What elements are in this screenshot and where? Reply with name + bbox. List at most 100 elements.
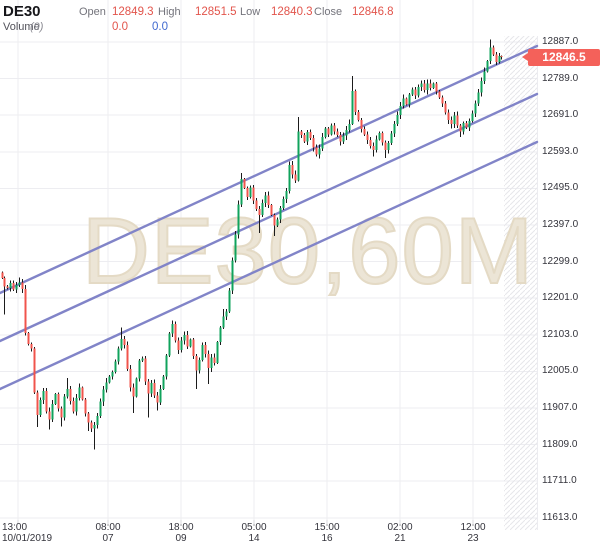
volume-value-blue: 0.0 [152,21,168,33]
candle-body [171,323,174,334]
candle-body [354,90,357,112]
candle-body [474,103,477,114]
price-axis[interactable]: 12887.0 12789.0 12691.0 12593.0 12495.0 12397… [538,0,600,530]
candle-body [228,290,231,312]
candle-body [156,395,159,403]
open-label: Open [79,6,106,18]
high-label: High [158,6,181,18]
candle-body [78,387,81,398]
price-axis-label: 12005.0 [542,365,579,377]
candle-body [492,47,495,55]
candle-body [282,199,285,209]
time-axis-date: 09 [175,533,187,544]
candle-body [168,333,171,356]
candle-body [429,83,432,88]
price-axis-label: 11907.0 [542,402,578,414]
low-label: Low [240,6,261,18]
candle-body [162,376,165,389]
candle-body [297,131,300,181]
candle-body [306,132,309,142]
candle-body [159,388,162,403]
candle-body [393,123,396,134]
trend-channel-line [0,44,539,295]
candle-body [462,123,465,132]
candle-body [27,332,30,345]
candle-body [366,134,369,141]
volume-value-red: 0.0 [112,21,128,33]
candle-body [249,187,252,198]
candle-body [252,187,255,201]
candle-body [120,338,123,349]
price-axis-label: 12593.0 [542,145,579,157]
candle-body [348,123,351,130]
candle-body [300,131,303,136]
time-axis-time: 08:00 [95,522,121,533]
candle-body [309,132,312,138]
candle-body [279,208,282,220]
candle-body [390,133,393,144]
candle-body [216,341,219,363]
price-axis-label: 11613.0 [542,511,578,523]
time-axis-label: 05:00 14 [241,522,266,544]
candle-body [411,89,414,95]
candle-body [210,357,213,369]
candle-body [342,135,345,142]
candle-body [123,338,126,345]
candle-body [138,360,141,379]
candle-body [201,344,204,360]
candle-body [60,408,63,418]
candle-body [69,388,72,401]
candle-body [498,55,501,62]
candle-body [21,282,24,289]
volume-period: (9) [30,21,44,33]
candle-body [132,387,135,397]
candles [1,39,503,450]
candle-body [24,288,27,333]
candle-body [231,260,234,291]
candle-body [330,125,333,135]
candle-body [486,61,489,72]
price-axis-label: 11809.0 [542,438,578,450]
candle-body [456,115,459,126]
candle-body [477,92,480,104]
candle-body [90,422,93,429]
candle-body [54,394,57,404]
candle-body [339,135,342,142]
candle-body [63,396,66,418]
candle-body [258,208,261,215]
price-axis-label: 12887.0 [542,36,579,47]
candle-body [204,344,207,354]
candle-body [102,389,105,402]
time-axis[interactable]: 13:00 10/01/2019 08:00 07 18:00 09 05:00 14 15:0… [0,520,600,558]
candle-body [489,47,492,62]
price-axis-label: 12397.0 [542,219,579,230]
instrument-symbol: DE30 [3,3,41,20]
candle-body [66,388,69,397]
candle-body [150,383,153,394]
volume-label: Volume [3,21,40,33]
candle-body [351,90,354,124]
candle-body [189,339,192,347]
candle-body [327,128,330,135]
candle-body [471,113,474,121]
candle-body [6,286,9,289]
low-value: 12840.3 [271,6,313,18]
close-label: Close [314,6,343,18]
candle-body [294,174,297,181]
candle-body [303,135,306,142]
time-axis-date: 23 [467,533,479,544]
candle-body [126,344,129,369]
chart-watermark: DE30,60M [81,198,535,303]
candle-body [465,123,468,128]
candle-body [444,103,447,113]
candle-body [417,87,420,96]
candle-body [399,105,402,115]
time-axis-label: 12:00 23 [460,522,485,544]
price-axis-label: 12789.0 [542,72,579,84]
candle-body [1,272,4,279]
candle-body [105,382,108,390]
candle-body [480,81,483,93]
candle-body [405,98,408,105]
candle-body [384,142,387,150]
